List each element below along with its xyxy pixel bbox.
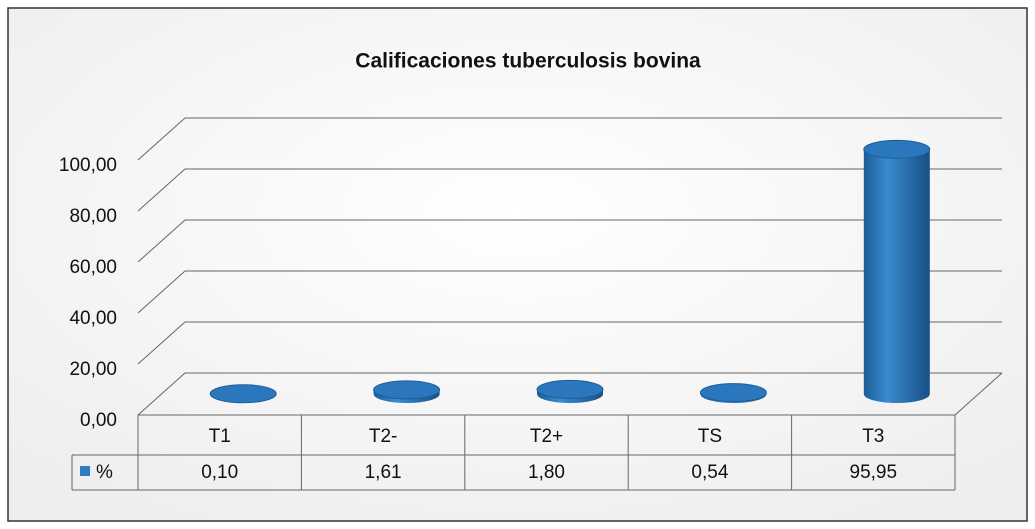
y-tick-label: 100,00 xyxy=(59,155,117,176)
legend-label: % xyxy=(96,462,113,483)
x-tick-label: T1 xyxy=(209,426,231,447)
grid-line xyxy=(137,219,1002,263)
grid-line xyxy=(137,270,1002,314)
y-tick-label: 40,00 xyxy=(69,308,117,329)
data-table-value: 95,95 xyxy=(850,462,898,483)
cylinder-top xyxy=(209,384,277,404)
grid-line xyxy=(137,321,1002,365)
chart-title: Calificaciones tuberculosis bovina xyxy=(355,50,701,73)
table-grid xyxy=(71,415,956,491)
cylinder-body xyxy=(863,149,930,403)
x-tick-label: T3 xyxy=(862,426,884,447)
cylinder-top xyxy=(863,139,931,159)
cylinder-top xyxy=(373,380,441,400)
x-tick-label: TS xyxy=(698,426,722,447)
y-tick-label: 60,00 xyxy=(69,257,117,278)
chart-frame xyxy=(7,7,1028,522)
data-table-value: 1,80 xyxy=(528,462,565,483)
x-tick-label: T2+ xyxy=(530,426,563,447)
y-tick-label: 20,00 xyxy=(69,359,117,380)
cylinder-top xyxy=(536,379,604,399)
grid-line xyxy=(137,168,1002,212)
x-tick-label: T2- xyxy=(369,426,398,447)
data-table-value: 0,54 xyxy=(691,462,728,483)
legend-swatch xyxy=(80,466,90,476)
data-table-value: 1,61 xyxy=(365,462,402,483)
grid-line xyxy=(137,372,1002,416)
grid-line xyxy=(137,117,1002,161)
cylinder-top xyxy=(699,383,767,403)
y-tick-label: 80,00 xyxy=(69,206,117,227)
data-table-value: 0,10 xyxy=(201,462,238,483)
y-tick-label: 0,00 xyxy=(80,410,117,431)
